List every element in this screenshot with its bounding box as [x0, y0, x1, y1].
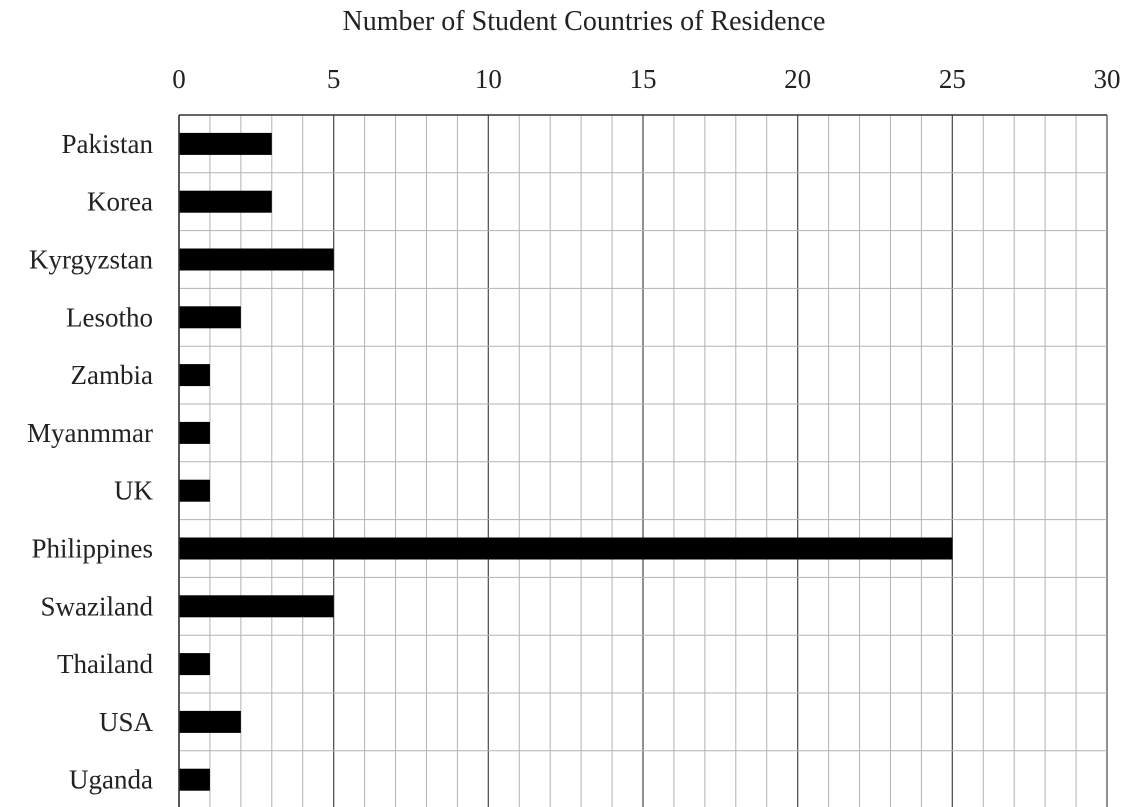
x-tick-label: 10: [475, 64, 502, 94]
x-tick-label: 15: [630, 64, 657, 94]
category-label: Lesotho: [66, 302, 153, 332]
axis: [178, 114, 1107, 807]
category-labels: Pakistan Korea Kyrgyzstan Lesotho Zambia Myan…: [27, 129, 153, 795]
category-label: Pakistan: [62, 129, 154, 159]
category-label: Philippines: [31, 534, 153, 564]
bar: [179, 421, 210, 444]
bar: [179, 248, 334, 271]
bar: [179, 190, 272, 213]
category-label: Thailand: [57, 649, 153, 679]
bar: [179, 768, 210, 791]
bar: [179, 479, 210, 502]
grid: [178, 114, 1108, 807]
category-label: Korea: [87, 187, 153, 217]
category-label: Uganda: [69, 765, 153, 795]
chart-title: Number of Student Countries of Residence: [343, 6, 826, 37]
category-label: USA: [99, 707, 154, 737]
category-label: Zambia: [71, 360, 153, 390]
bar: [179, 364, 210, 387]
x-tick-label: 30: [1094, 64, 1121, 94]
x-tick-label: 20: [784, 64, 811, 94]
x-tick-label: 5: [327, 64, 341, 94]
category-label: Swaziland: [41, 591, 154, 621]
bar: [179, 306, 241, 329]
x-tick-labels: 0 5 10 15 20 25 30: [172, 64, 1120, 94]
bar: [179, 132, 272, 155]
x-tick-label: 25: [939, 64, 966, 94]
bars: [179, 132, 953, 791]
bar: [179, 653, 210, 676]
category-label: Kyrgyzstan: [29, 245, 153, 275]
bar: [179, 710, 241, 733]
category-label: Myanmmar: [27, 418, 153, 448]
bar: [179, 595, 334, 618]
bar: [179, 537, 953, 560]
x-tick-label: 0: [172, 64, 186, 94]
category-label: UK: [114, 476, 153, 506]
